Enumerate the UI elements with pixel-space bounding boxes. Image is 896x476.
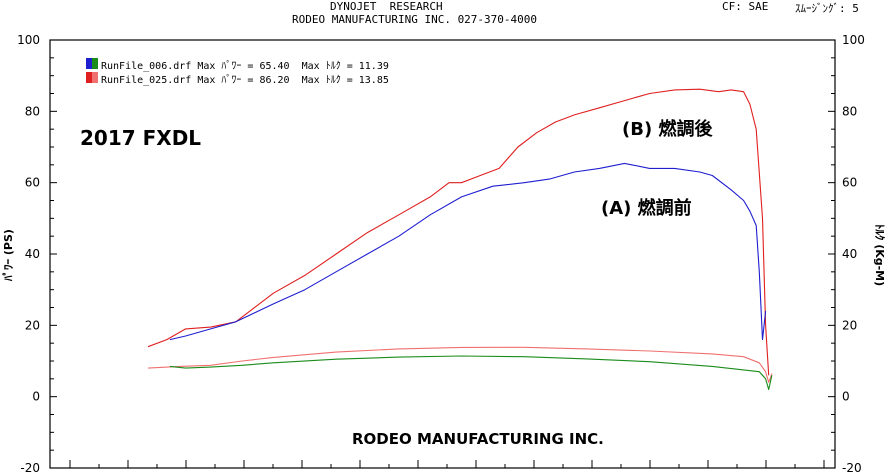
footer-company: RODEO MANUFACTURING INC.	[352, 430, 604, 448]
y-tick-label-left: 20	[25, 318, 40, 332]
y-tick-label-right: 20	[842, 318, 857, 332]
y-tick-label-right: 60	[842, 176, 857, 190]
y-tick-label-left: -20	[20, 461, 40, 475]
series-line-torque-run025	[147, 346, 773, 383]
legend-swatch-run025-power	[86, 72, 92, 83]
y-tick-label-right: 80	[842, 104, 857, 118]
series-line-torque-run006	[169, 355, 773, 391]
y-tick-label-left: 100	[17, 33, 40, 47]
y-tick-label-right: 0	[842, 390, 850, 404]
y-tick-label-left: 60	[25, 176, 40, 190]
y-axis-label-left: ﾊﾟﾜｰ (PS)	[1, 229, 15, 282]
legend-entry-run025: RunFile_025.drf Max ﾊﾟﾜｰ = 86.20 Max ﾄﾙｸ…	[101, 75, 389, 86]
correction-factor: CF: SAE	[722, 0, 769, 13]
after-tuning-label: (B) 燃調後	[622, 119, 713, 140]
smoothing-setting: ｽﾑｰｼﾞﾝｸﾞ: 5	[795, 2, 859, 15]
model-label: 2017 FXDL	[80, 126, 202, 150]
y-tick-label-left: 40	[25, 247, 40, 261]
y-axis-label-right: ﾄﾙｸ (Kg-M)	[873, 224, 886, 286]
legend-entry-run006: RunFile_006.drf Max ﾊﾟﾜｰ = 65.40 Max ﾄﾙｸ…	[101, 61, 389, 72]
plot-frame	[49, 39, 836, 469]
y-tick-label-right: 40	[842, 247, 857, 261]
before-tuning-label: (A) 燃調前	[601, 198, 692, 219]
y-tick-label-left: 0	[32, 390, 40, 404]
y-tick-label-left: 80	[25, 104, 40, 118]
header-company: RODEO MANUFACTURING INC. 027-370-4000	[292, 13, 538, 26]
y-tick-label-right: 100	[842, 33, 865, 47]
series-line-power-run006	[169, 162, 767, 341]
series-line-power-run025	[147, 88, 770, 376]
y-tick-label-right: -20	[842, 461, 862, 475]
header-title: DYNOJET RESEARCH	[330, 0, 443, 13]
legend-swatch-run025-torque	[92, 72, 98, 83]
legend-swatch-run006-torque	[92, 58, 98, 69]
legend-swatch-run006-power	[86, 58, 92, 69]
